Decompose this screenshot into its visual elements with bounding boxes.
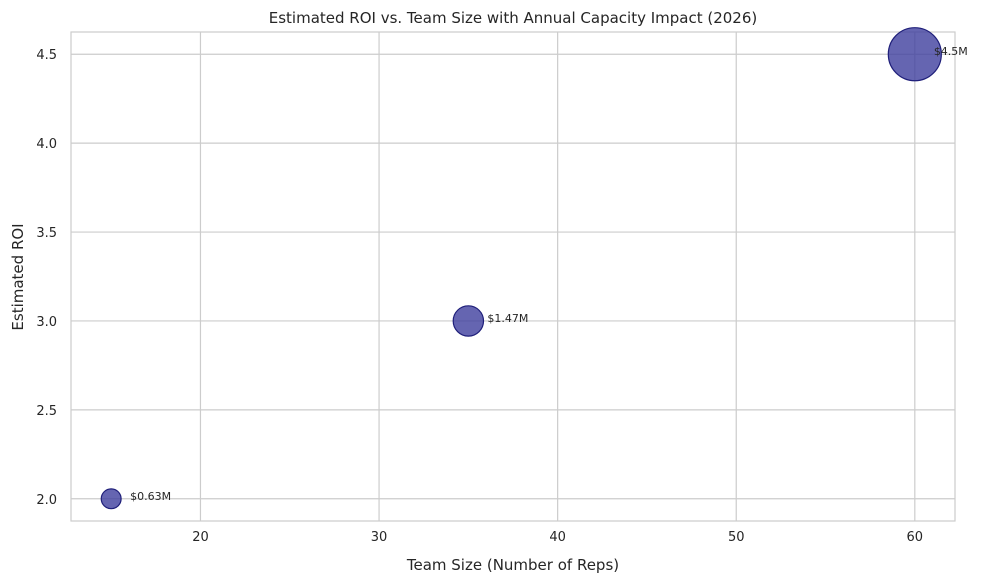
y-tick-label: 2.0 [36, 493, 57, 508]
data-point [452, 305, 485, 337]
point-label: $1.47M [487, 312, 528, 325]
ticks: 20 30 40 50 60 2.0 2.5 3.0 3.5 4.0 4.5 [36, 48, 923, 545]
y-tick-label: 3.5 [36, 226, 57, 241]
grid [71, 32, 955, 521]
plot-frame [70, 31, 956, 522]
point-label: $0.63M [130, 490, 171, 503]
y-axis-label: Estimated ROI [9, 223, 27, 330]
x-tick-label: 30 [371, 530, 388, 545]
x-tick-label: 40 [549, 530, 566, 545]
y-tick-label: 3.0 [36, 315, 57, 330]
points: $0.63M $1.47M $4.5M [100, 27, 968, 510]
y-tick-label: 2.5 [36, 404, 57, 419]
x-tick-label: 50 [728, 530, 745, 545]
x-axis-label: Team Size (Number of Reps) [406, 556, 619, 574]
x-tick-label: 20 [192, 530, 209, 545]
data-point [100, 488, 122, 510]
x-tick-label: 60 [907, 530, 924, 545]
point-label: $4.5M [934, 45, 968, 58]
chart-title: Estimated ROI vs. Team Size with Annual … [269, 9, 758, 27]
y-tick-label: 4.0 [36, 137, 57, 152]
y-tick-label: 4.5 [36, 48, 57, 63]
data-point [887, 27, 942, 82]
